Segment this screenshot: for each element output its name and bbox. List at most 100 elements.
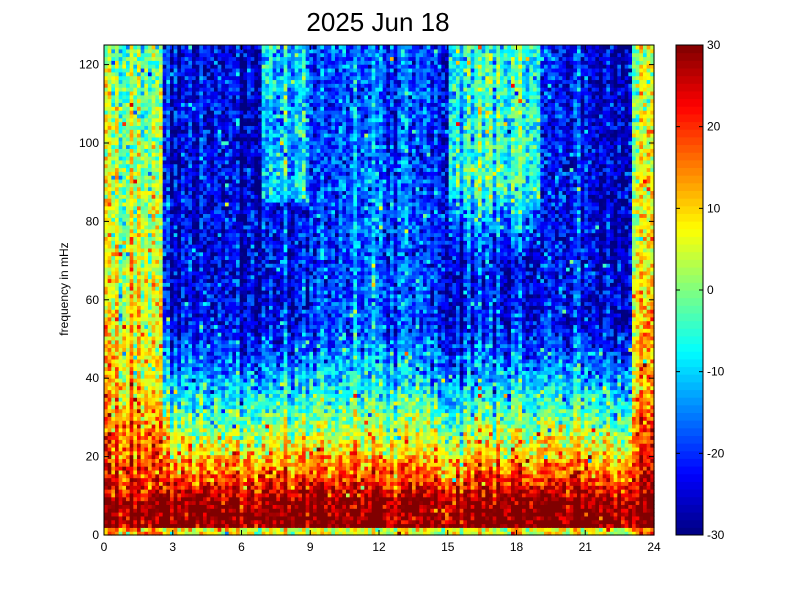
heatmap-cell xyxy=(195,133,200,138)
heatmap-cell xyxy=(177,412,182,417)
heatmap-cell xyxy=(199,217,204,222)
heatmap-cell xyxy=(199,504,204,509)
heatmap-cell xyxy=(203,374,208,379)
heatmap-cell xyxy=(140,343,145,349)
heatmap-cell xyxy=(199,240,204,245)
heatmap-cell xyxy=(126,473,131,479)
heatmap-cell xyxy=(173,301,178,306)
heatmap-cell xyxy=(184,496,189,502)
heatmap-cell xyxy=(133,48,138,54)
heatmap-cell xyxy=(148,420,153,425)
heatmap-cell xyxy=(104,159,109,165)
heatmap-cell xyxy=(126,94,131,100)
heatmap-cell xyxy=(192,159,197,165)
heatmap-cell xyxy=(148,293,153,299)
heatmap-cell xyxy=(239,427,244,433)
heatmap-cell xyxy=(177,378,182,383)
heatmap-cell xyxy=(214,385,219,391)
heatmap-cell xyxy=(111,458,116,463)
heatmap-cell xyxy=(115,75,120,81)
heatmap-cell xyxy=(170,389,175,394)
heatmap-cell xyxy=(115,102,120,107)
heatmap-cell xyxy=(166,106,171,111)
heatmap-cell xyxy=(104,90,109,96)
heatmap-cell xyxy=(115,247,120,253)
heatmap-cell xyxy=(107,381,112,387)
heatmap-cell xyxy=(243,492,248,498)
heatmap-cell xyxy=(144,370,149,375)
heatmap-cell xyxy=(228,60,233,65)
heatmap-cell xyxy=(104,121,109,126)
heatmap-cell xyxy=(133,492,138,498)
heatmap-cell xyxy=(148,508,153,513)
heatmap-cell xyxy=(221,374,226,379)
heatmap-cell xyxy=(239,125,244,130)
heatmap-cell xyxy=(133,163,138,169)
heatmap-cell xyxy=(118,79,123,84)
heatmap-cell xyxy=(188,401,193,406)
heatmap-cell xyxy=(203,316,208,322)
heatmap-cell xyxy=(118,519,123,525)
heatmap-cell xyxy=(236,167,241,172)
heatmap-cell xyxy=(137,274,142,280)
heatmap-cell xyxy=(177,332,182,337)
heatmap-cell xyxy=(137,136,142,142)
heatmap-cell xyxy=(137,397,142,402)
heatmap-cell xyxy=(133,515,138,521)
heatmap-cell xyxy=(118,489,123,494)
heatmap-cell xyxy=(184,332,189,337)
heatmap-cell xyxy=(203,355,208,360)
heatmap-cell xyxy=(206,71,211,77)
heatmap-cell xyxy=(206,102,211,107)
heatmap-cell xyxy=(170,278,175,283)
heatmap-cell xyxy=(148,83,153,88)
heatmap-cell xyxy=(188,205,193,211)
heatmap-cell xyxy=(177,385,182,391)
heatmap-cell xyxy=(126,290,131,295)
heatmap-cell xyxy=(181,228,186,234)
heatmap-cell xyxy=(159,148,164,153)
heatmap-cell xyxy=(173,52,178,58)
heatmap-cell xyxy=(217,385,222,391)
heatmap-cell xyxy=(192,450,197,456)
heatmap-cell xyxy=(177,335,182,341)
heatmap-cell xyxy=(236,439,241,444)
heatmap-cell xyxy=(210,213,215,218)
heatmap-cell xyxy=(217,454,222,460)
heatmap-cell xyxy=(170,508,175,513)
heatmap-cell xyxy=(166,263,171,268)
heatmap-cell xyxy=(129,343,134,349)
heatmap-cell xyxy=(166,148,171,153)
heatmap-cell xyxy=(206,90,211,96)
heatmap-cell xyxy=(184,286,189,291)
heatmap-cell xyxy=(236,67,241,73)
heatmap-cell xyxy=(199,523,204,528)
heatmap-cell xyxy=(239,293,244,299)
heatmap-cell xyxy=(184,512,189,517)
heatmap-cell xyxy=(184,79,189,84)
heatmap-cell xyxy=(144,56,149,61)
heatmap-cell xyxy=(155,194,160,199)
heatmap-cell xyxy=(181,389,186,394)
heatmap-cell xyxy=(210,508,215,513)
heatmap-cell xyxy=(228,213,233,218)
heatmap-cell xyxy=(221,420,226,425)
heatmap-cell xyxy=(122,148,127,153)
heatmap-cell xyxy=(243,144,248,149)
heatmap-cell xyxy=(225,408,230,414)
heatmap-cell xyxy=(162,316,167,322)
heatmap-cell xyxy=(181,519,186,525)
heatmap-cell xyxy=(228,156,233,161)
heatmap-cell xyxy=(111,343,116,349)
heatmap-cell xyxy=(239,362,244,368)
heatmap-cell xyxy=(111,485,116,490)
heatmap-cell xyxy=(122,328,127,333)
heatmap-cell xyxy=(184,446,189,452)
heatmap-cell xyxy=(118,378,123,383)
heatmap-cell xyxy=(236,213,241,218)
heatmap-cell xyxy=(129,477,134,483)
heatmap-cell xyxy=(195,381,200,387)
heatmap-cell xyxy=(225,221,230,226)
heatmap-cell xyxy=(173,504,178,509)
heatmap-cell xyxy=(181,259,186,264)
